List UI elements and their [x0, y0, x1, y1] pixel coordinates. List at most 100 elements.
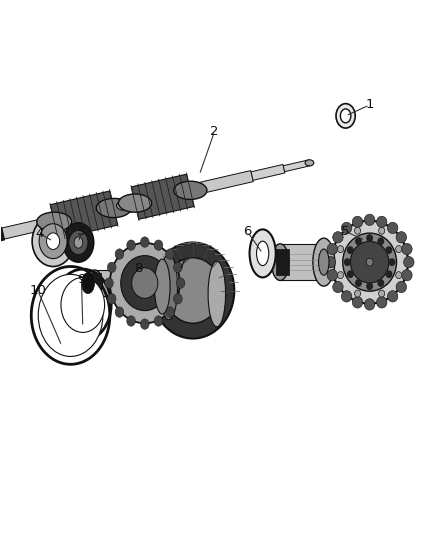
Ellipse shape — [61, 277, 105, 333]
Ellipse shape — [151, 243, 234, 338]
Ellipse shape — [385, 246, 392, 254]
Ellipse shape — [174, 181, 207, 199]
Ellipse shape — [331, 221, 408, 304]
Polygon shape — [2, 216, 56, 239]
Ellipse shape — [39, 224, 67, 259]
Ellipse shape — [388, 222, 398, 233]
Ellipse shape — [347, 246, 354, 254]
Ellipse shape — [341, 222, 352, 233]
Ellipse shape — [110, 243, 180, 323]
Ellipse shape — [355, 279, 362, 287]
Ellipse shape — [354, 227, 360, 234]
Ellipse shape — [337, 246, 343, 253]
Ellipse shape — [313, 238, 335, 286]
Ellipse shape — [250, 229, 276, 277]
Ellipse shape — [396, 246, 402, 253]
Ellipse shape — [166, 307, 174, 317]
Polygon shape — [189, 171, 253, 196]
Polygon shape — [112, 196, 137, 216]
Ellipse shape — [115, 249, 124, 260]
Ellipse shape — [366, 282, 373, 290]
Text: 4: 4 — [36, 227, 44, 240]
Text: 7: 7 — [178, 258, 186, 271]
Polygon shape — [88, 272, 101, 294]
Ellipse shape — [377, 216, 387, 228]
Ellipse shape — [141, 237, 149, 247]
Polygon shape — [0, 227, 5, 246]
Ellipse shape — [354, 290, 360, 297]
Ellipse shape — [305, 160, 314, 166]
Ellipse shape — [46, 233, 60, 249]
Polygon shape — [276, 249, 289, 275]
Ellipse shape — [154, 240, 163, 251]
Ellipse shape — [272, 244, 289, 280]
Ellipse shape — [173, 294, 182, 304]
Ellipse shape — [173, 262, 182, 272]
Text: 1: 1 — [365, 99, 374, 111]
Ellipse shape — [352, 297, 363, 308]
Ellipse shape — [402, 270, 412, 281]
Ellipse shape — [347, 270, 354, 278]
Ellipse shape — [343, 233, 396, 291]
Ellipse shape — [355, 237, 362, 245]
Ellipse shape — [127, 240, 135, 251]
Polygon shape — [283, 160, 310, 172]
Ellipse shape — [364, 214, 375, 225]
Ellipse shape — [366, 234, 373, 242]
Ellipse shape — [118, 194, 152, 212]
Ellipse shape — [341, 290, 352, 302]
Ellipse shape — [81, 272, 95, 294]
Ellipse shape — [107, 294, 116, 304]
Ellipse shape — [107, 262, 116, 272]
Ellipse shape — [377, 237, 384, 245]
Ellipse shape — [164, 258, 221, 323]
Ellipse shape — [388, 290, 398, 302]
Ellipse shape — [208, 261, 226, 327]
Polygon shape — [95, 270, 141, 296]
Ellipse shape — [389, 258, 396, 266]
Ellipse shape — [87, 270, 102, 296]
Ellipse shape — [132, 268, 158, 298]
Ellipse shape — [340, 109, 351, 123]
Ellipse shape — [396, 281, 406, 293]
Ellipse shape — [37, 212, 72, 231]
Ellipse shape — [352, 216, 363, 228]
Ellipse shape — [327, 270, 338, 281]
Ellipse shape — [166, 249, 174, 260]
Ellipse shape — [141, 319, 149, 329]
Ellipse shape — [344, 258, 351, 266]
Ellipse shape — [378, 227, 385, 234]
Ellipse shape — [325, 256, 336, 268]
Ellipse shape — [402, 244, 412, 255]
Ellipse shape — [385, 270, 392, 278]
Ellipse shape — [121, 256, 169, 311]
Ellipse shape — [69, 230, 88, 255]
Ellipse shape — [396, 272, 402, 279]
Ellipse shape — [327, 244, 338, 255]
Text: 2: 2 — [210, 125, 219, 138]
Ellipse shape — [377, 279, 384, 287]
Text: 8: 8 — [134, 262, 142, 275]
Ellipse shape — [257, 241, 269, 265]
Text: 3: 3 — [77, 225, 86, 238]
Ellipse shape — [38, 274, 103, 357]
Ellipse shape — [127, 316, 135, 326]
Ellipse shape — [403, 256, 414, 268]
Ellipse shape — [154, 316, 163, 326]
Ellipse shape — [32, 216, 74, 266]
Text: 9: 9 — [77, 273, 86, 286]
Ellipse shape — [176, 278, 185, 288]
Ellipse shape — [336, 103, 355, 128]
Polygon shape — [251, 165, 285, 180]
Ellipse shape — [117, 201, 132, 211]
Polygon shape — [280, 244, 324, 280]
Polygon shape — [50, 191, 118, 239]
Text: 10: 10 — [29, 284, 46, 297]
Ellipse shape — [350, 241, 389, 283]
Ellipse shape — [318, 249, 329, 275]
Ellipse shape — [115, 307, 124, 317]
Ellipse shape — [337, 272, 343, 279]
Ellipse shape — [378, 290, 385, 297]
Ellipse shape — [63, 223, 94, 262]
Ellipse shape — [105, 278, 113, 288]
